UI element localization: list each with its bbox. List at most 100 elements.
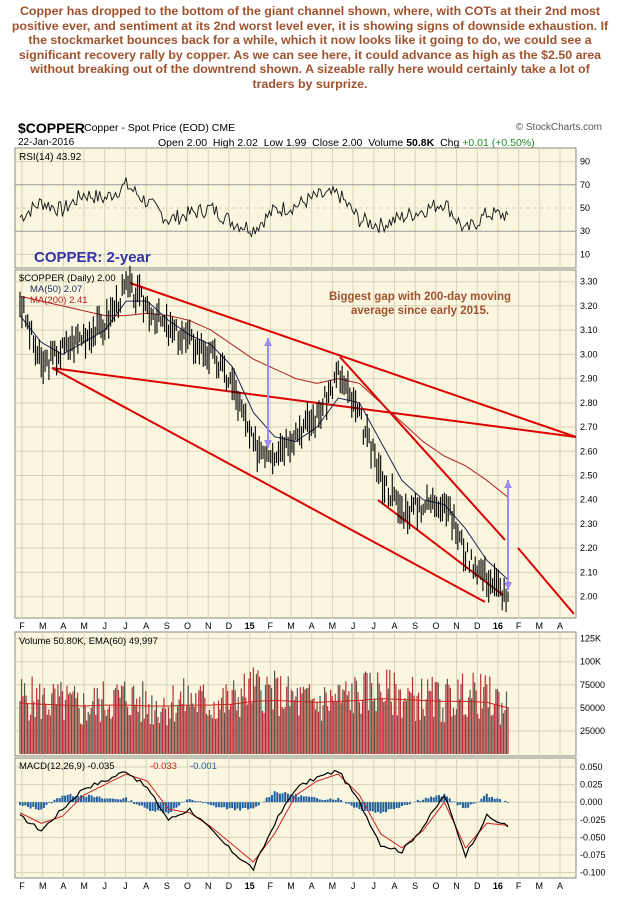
chart-symbol: $COPPER — [18, 120, 85, 136]
macd-tick-label: 0.025 — [580, 780, 603, 790]
macd-tick-label: -0.050 — [580, 832, 606, 842]
x-tick-label: A — [143, 621, 149, 631]
high-label: High — [212, 137, 235, 149]
macd-tick-label: -0.025 — [580, 815, 606, 825]
x-tick-label: F — [19, 621, 25, 631]
x-tick-label: O — [432, 881, 439, 891]
volume-tick-label: 50000 — [580, 703, 605, 713]
chart-period-label: COPPER: 2-year — [34, 249, 151, 266]
macd-tick-label: 0.000 — [580, 797, 603, 807]
high-value: 2.02 — [237, 137, 258, 149]
price-tick-label: 2.70 — [580, 422, 598, 432]
volume-tick-label: 25000 — [580, 726, 605, 736]
x-tick-label: A — [391, 881, 397, 891]
x-tick-label: N — [453, 621, 460, 631]
x-tick-label: J — [123, 881, 128, 891]
x-tick-label: D — [226, 881, 233, 891]
close-value: 2.00 — [341, 137, 363, 149]
x-tick-label: A — [60, 621, 66, 631]
x-tick-label: D — [474, 621, 481, 631]
x-tick-label: D — [226, 621, 233, 631]
close-label: Close — [312, 137, 340, 149]
trend-line — [339, 356, 506, 541]
x-tick-label: A — [557, 621, 563, 631]
rsi-tick-label: 30 — [580, 226, 590, 236]
x-tick-label: S — [412, 881, 418, 891]
x-tick-label: J — [372, 621, 377, 631]
gap-arrow-head — [264, 338, 272, 346]
macd-line — [19, 769, 509, 872]
gap-arrow-head — [504, 480, 512, 488]
trend-line — [377, 499, 504, 596]
price-tick-label: 2.50 — [580, 470, 598, 480]
chg-label: Chg — [440, 137, 460, 149]
x-tick-label: M — [39, 881, 47, 891]
x-tick-label: O — [184, 621, 191, 631]
x-tick-label: F — [19, 881, 25, 891]
x-tick-label: N — [453, 881, 460, 891]
macd-tick-label: -0.100 — [580, 867, 606, 877]
x-tick-label: A — [60, 881, 66, 891]
volume-ema-line — [19, 698, 509, 709]
x-tick-label: M — [39, 621, 47, 631]
gap-arrow-head — [504, 582, 512, 590]
price-legend: $COPPER (Daily) 2.00 — [19, 273, 116, 284]
x-tick-label: S — [164, 621, 170, 631]
x-tick-label: S — [164, 881, 170, 891]
rsi-tick-label: 70 — [580, 180, 590, 190]
rsi-legend: RSI(14) 43.92 — [19, 152, 82, 163]
price-tick-label: 2.80 — [580, 398, 598, 408]
macd-hist-legend: -0.001 — [190, 761, 217, 772]
x-tick-label: F — [268, 881, 274, 891]
x-tick-label: D — [474, 881, 481, 891]
gap-annotation-line2: average since early 2015. — [351, 305, 489, 317]
macd-tick-label: -0.075 — [580, 850, 606, 860]
price-tick-label: 3.20 — [580, 301, 598, 311]
low-label: Low — [263, 137, 283, 149]
x-tick-label: A — [143, 881, 149, 891]
price-tick-label: 3.30 — [580, 277, 598, 287]
x-tick-label: J — [372, 881, 377, 891]
quote-line: Open 2.00 High 2.02 Low 1.99 Close 2.00 … — [158, 137, 535, 149]
x-tick-label: 15 — [245, 621, 255, 631]
volume-legend: Volume 50.80K, EMA(60) 49,997 — [19, 636, 158, 647]
rsi-tick-label: 10 — [580, 249, 590, 259]
x-tick-label: M — [80, 881, 88, 891]
chart-date: 22-Jan-2016 — [18, 137, 75, 148]
x-tick-label: F — [516, 881, 522, 891]
volume-tick-label: 75000 — [580, 680, 605, 690]
gap-annotation-line1: Biggest gap with 200-day moving — [329, 291, 511, 303]
x-tick-label: M — [329, 881, 337, 891]
volume-tick-label: 100K — [580, 657, 601, 667]
stockcharts-brand[interactable]: © StockCharts.com — [515, 122, 602, 133]
x-tick-label: O — [432, 621, 439, 631]
x-tick-label: J — [103, 621, 108, 631]
rsi-tick-label: 50 — [580, 203, 590, 213]
rsi-tick-label: 90 — [580, 157, 590, 167]
ma200-legend: MA(200) 2.41 — [30, 295, 88, 306]
x-tick-label: M — [329, 621, 337, 631]
x-tick-label: M — [287, 881, 295, 891]
macd-tick-label: 0.050 — [580, 762, 603, 772]
low-value: 1.99 — [285, 137, 307, 149]
x-tick-label: F — [268, 621, 274, 631]
x-tick-label: M — [80, 621, 88, 631]
rsi-line — [19, 177, 509, 238]
x-tick-label: 15 — [245, 881, 255, 891]
price-tick-label: 2.40 — [580, 495, 598, 505]
open-value: 2.00 — [186, 137, 208, 149]
price-tick-label: 2.00 — [580, 592, 598, 602]
x-tick-label: N — [205, 881, 212, 891]
trend-line — [129, 282, 577, 438]
x-tick-label: S — [412, 621, 418, 631]
x-tick-label: N — [205, 621, 212, 631]
x-tick-label: 16 — [493, 621, 503, 631]
chart-marks — [19, 177, 577, 872]
macd-legend: MACD(12,26,9) -0.035 — [19, 761, 115, 772]
x-tick-label: J — [103, 881, 108, 891]
open-label: Open — [158, 137, 184, 149]
x-tick-label: A — [309, 881, 315, 891]
gap-arrow-head — [264, 440, 272, 448]
price-tick-label: 3.00 — [580, 349, 598, 359]
